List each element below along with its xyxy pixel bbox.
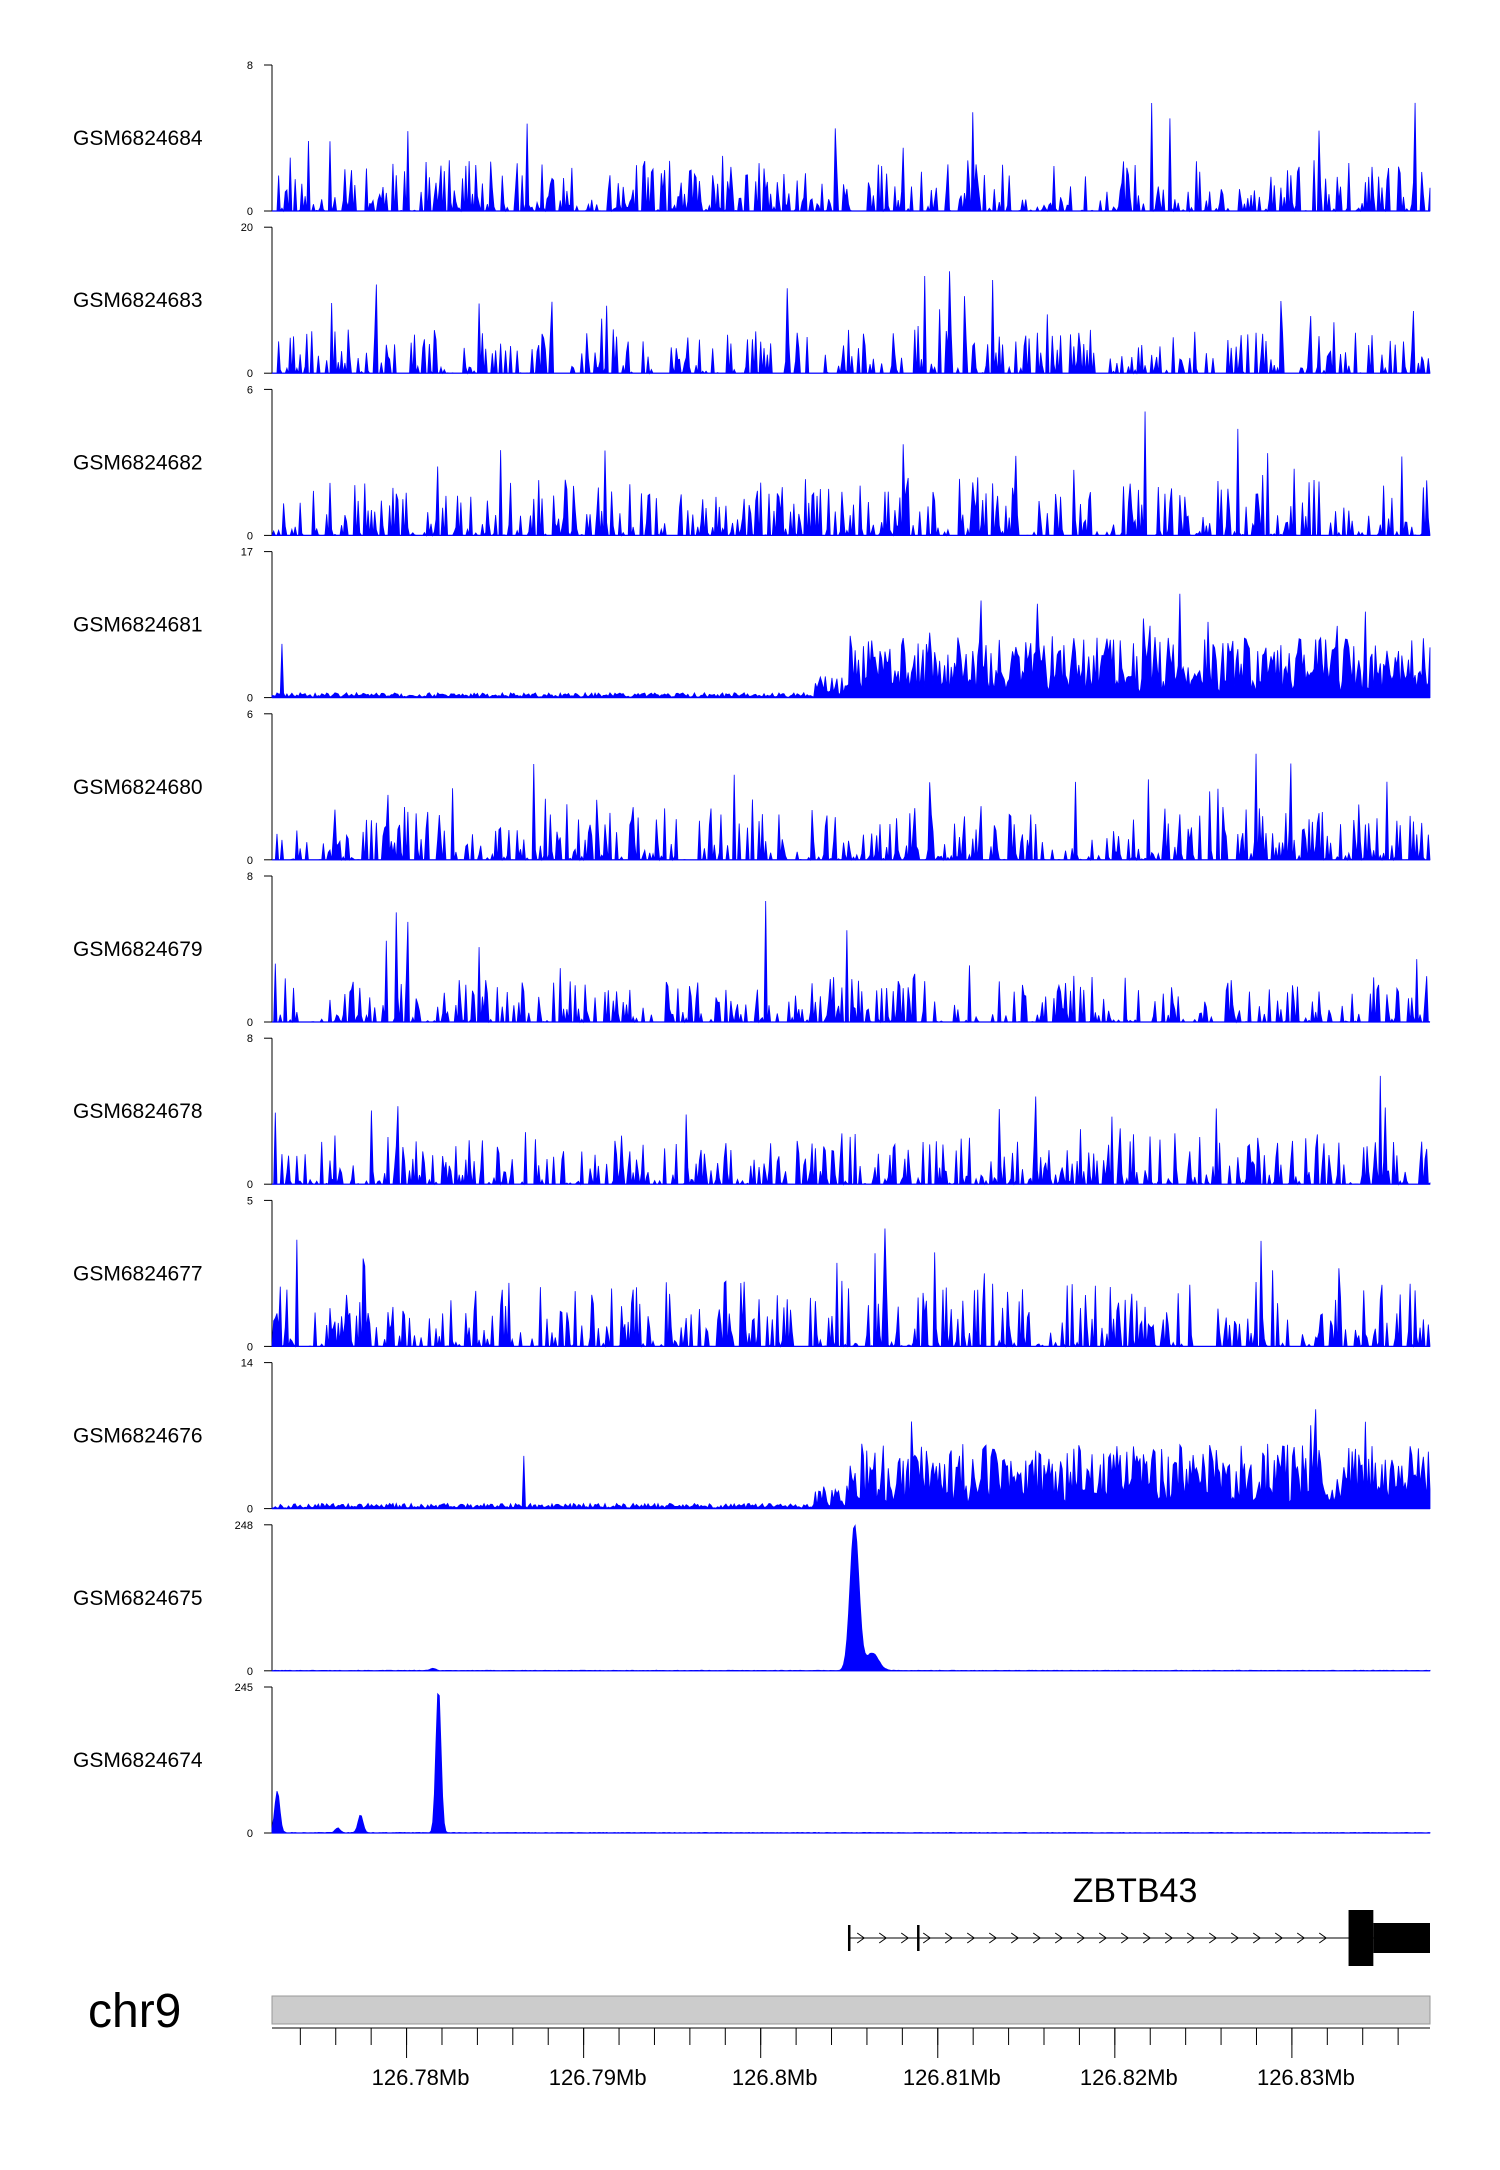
- y-min-label: 0: [247, 1017, 253, 1029]
- coverage-area: [271, 411, 1431, 537]
- y-min-label: 0: [247, 368, 253, 380]
- coverage-area: [271, 1409, 1431, 1510]
- strand-arrow: [1120, 1932, 1130, 1944]
- coverage-area: [271, 1228, 1431, 1348]
- track-GSM6824675: GSM6824675 248 0: [73, 1520, 1431, 1678]
- track-label: GSM6824676: [73, 1425, 203, 1448]
- x-tick-label: 126.83Mb: [1257, 2065, 1355, 2090]
- strand-arrow: [1230, 1932, 1240, 1944]
- gene-exon-cds: [1373, 1923, 1430, 1953]
- y-min-label: 0: [247, 1179, 253, 1191]
- track-GSM6824681: GSM6824681 17 0: [73, 547, 1431, 705]
- y-min-label: 0: [247, 206, 253, 218]
- strand-arrow: [944, 1932, 954, 1944]
- y-max-label: 20: [241, 222, 253, 234]
- y-max-label: 8: [247, 871, 253, 883]
- gene-exon-utr: [1348, 1910, 1374, 1966]
- y-min-label: 0: [247, 1828, 253, 1840]
- strand-arrow: [966, 1932, 976, 1944]
- strand-arrow: [1252, 1932, 1262, 1944]
- x-tick-label: 126.81Mb: [903, 2065, 1001, 2090]
- strand-arrow: [1032, 1932, 1042, 1944]
- track-label: GSM6824680: [73, 776, 203, 799]
- y-min-label: 0: [247, 1504, 253, 1516]
- x-tick-label: 126.79Mb: [549, 2065, 647, 2090]
- strand-arrow: [878, 1932, 888, 1944]
- strand-arrow: [856, 1932, 866, 1944]
- y-min-label: 0: [247, 1666, 253, 1678]
- strand-arrow: [922, 1932, 932, 1944]
- coverage-area: [272, 1075, 1431, 1186]
- y-max-label: 6: [247, 709, 253, 721]
- strand-arrow: [1142, 1932, 1152, 1944]
- strand-arrow: [1186, 1932, 1196, 1944]
- x-tick-label: 126.82Mb: [1080, 2065, 1178, 2090]
- chromosome-label: chr9: [88, 1985, 181, 2038]
- y-max-label: 8: [247, 60, 253, 72]
- track-label: GSM6824683: [73, 289, 203, 312]
- track-GSM6824679: GSM6824679 8 0: [73, 871, 1431, 1029]
- track-label: GSM6824679: [73, 938, 203, 961]
- track-label: GSM6824678: [73, 1100, 203, 1123]
- y-max-label: 14: [241, 1358, 253, 1370]
- strand-arrow: [1010, 1932, 1020, 1944]
- track-label: GSM6824681: [73, 614, 203, 637]
- track-label: GSM6824675: [73, 1587, 203, 1610]
- coverage-area: [272, 753, 1431, 862]
- genomic-axis: 126.78Mb 126.79Mb 126.8Mb 126.81Mb 126.82Mb 1…: [272, 2027, 1430, 2090]
- strand-arrow: [900, 1932, 910, 1944]
- track-label: GSM6824677: [73, 1262, 203, 1285]
- coverage-area: [272, 901, 1431, 1024]
- track-GSM6824676: GSM6824676 14 0: [73, 1358, 1431, 1516]
- track-GSM6824682: GSM6824682 6 0: [73, 384, 1431, 542]
- chromosome-band: [271, 1995, 1431, 2025]
- coverage-area: [271, 1524, 1431, 1672]
- strand-arrow: [1274, 1932, 1284, 1944]
- track-GSM6824674: GSM6824674 245 0: [73, 1682, 1431, 1840]
- track-GSM6824680: GSM6824680 6 0: [73, 709, 1431, 867]
- y-max-label: 248: [235, 1520, 253, 1532]
- track-label: GSM6824684: [73, 127, 203, 150]
- strand-arrow: [1318, 1932, 1328, 1944]
- coverage-area: [272, 102, 1431, 213]
- x-tick-label: 126.8Mb: [732, 2065, 818, 2090]
- coverage-area: [272, 271, 1431, 375]
- y-max-label: 17: [241, 547, 253, 559]
- strand-arrow: [1098, 1932, 1108, 1944]
- y-max-label: 5: [247, 1195, 253, 1207]
- coverage-area: [271, 593, 1431, 699]
- y-max-label: 6: [247, 384, 253, 396]
- strand-arrow: [1296, 1932, 1306, 1944]
- track-GSM6824683: GSM6824683 20 0: [73, 222, 1431, 380]
- track-label: GSM6824674: [73, 1749, 203, 1772]
- y-max-label: 245: [235, 1682, 253, 1694]
- y-min-label: 0: [247, 530, 253, 542]
- gene-label: ZBTB43: [1073, 1872, 1198, 1910]
- gene-annotation-track: ZBTB43: [847, 1872, 1430, 1966]
- strand-arrow: [988, 1932, 998, 1944]
- strand-arrow: [1164, 1932, 1174, 1944]
- chromosome-ideogram: chr9: [88, 1985, 1431, 2038]
- y-min-label: 0: [247, 693, 253, 705]
- coverage-area: [271, 1692, 1431, 1834]
- track-GSM6824678: GSM6824678 8 0: [73, 1033, 1431, 1191]
- y-min-label: 0: [247, 855, 253, 867]
- y-min-label: 0: [247, 1341, 253, 1353]
- strand-arrow: [1054, 1932, 1064, 1944]
- track-label: GSM6824682: [73, 451, 203, 474]
- track-GSM6824677: GSM6824677 5 0: [73, 1195, 1431, 1353]
- coverage-tracks: GSM682468480GSM6824683200GSM682468260GSM…: [73, 60, 1431, 1840]
- x-tick-label: 126.78Mb: [372, 2065, 470, 2090]
- y-max-label: 8: [247, 1033, 253, 1045]
- strand-arrow: [1208, 1932, 1218, 1944]
- strand-arrow: [1076, 1932, 1086, 1944]
- track-GSM6824684: GSM6824684 8 0: [73, 60, 1431, 218]
